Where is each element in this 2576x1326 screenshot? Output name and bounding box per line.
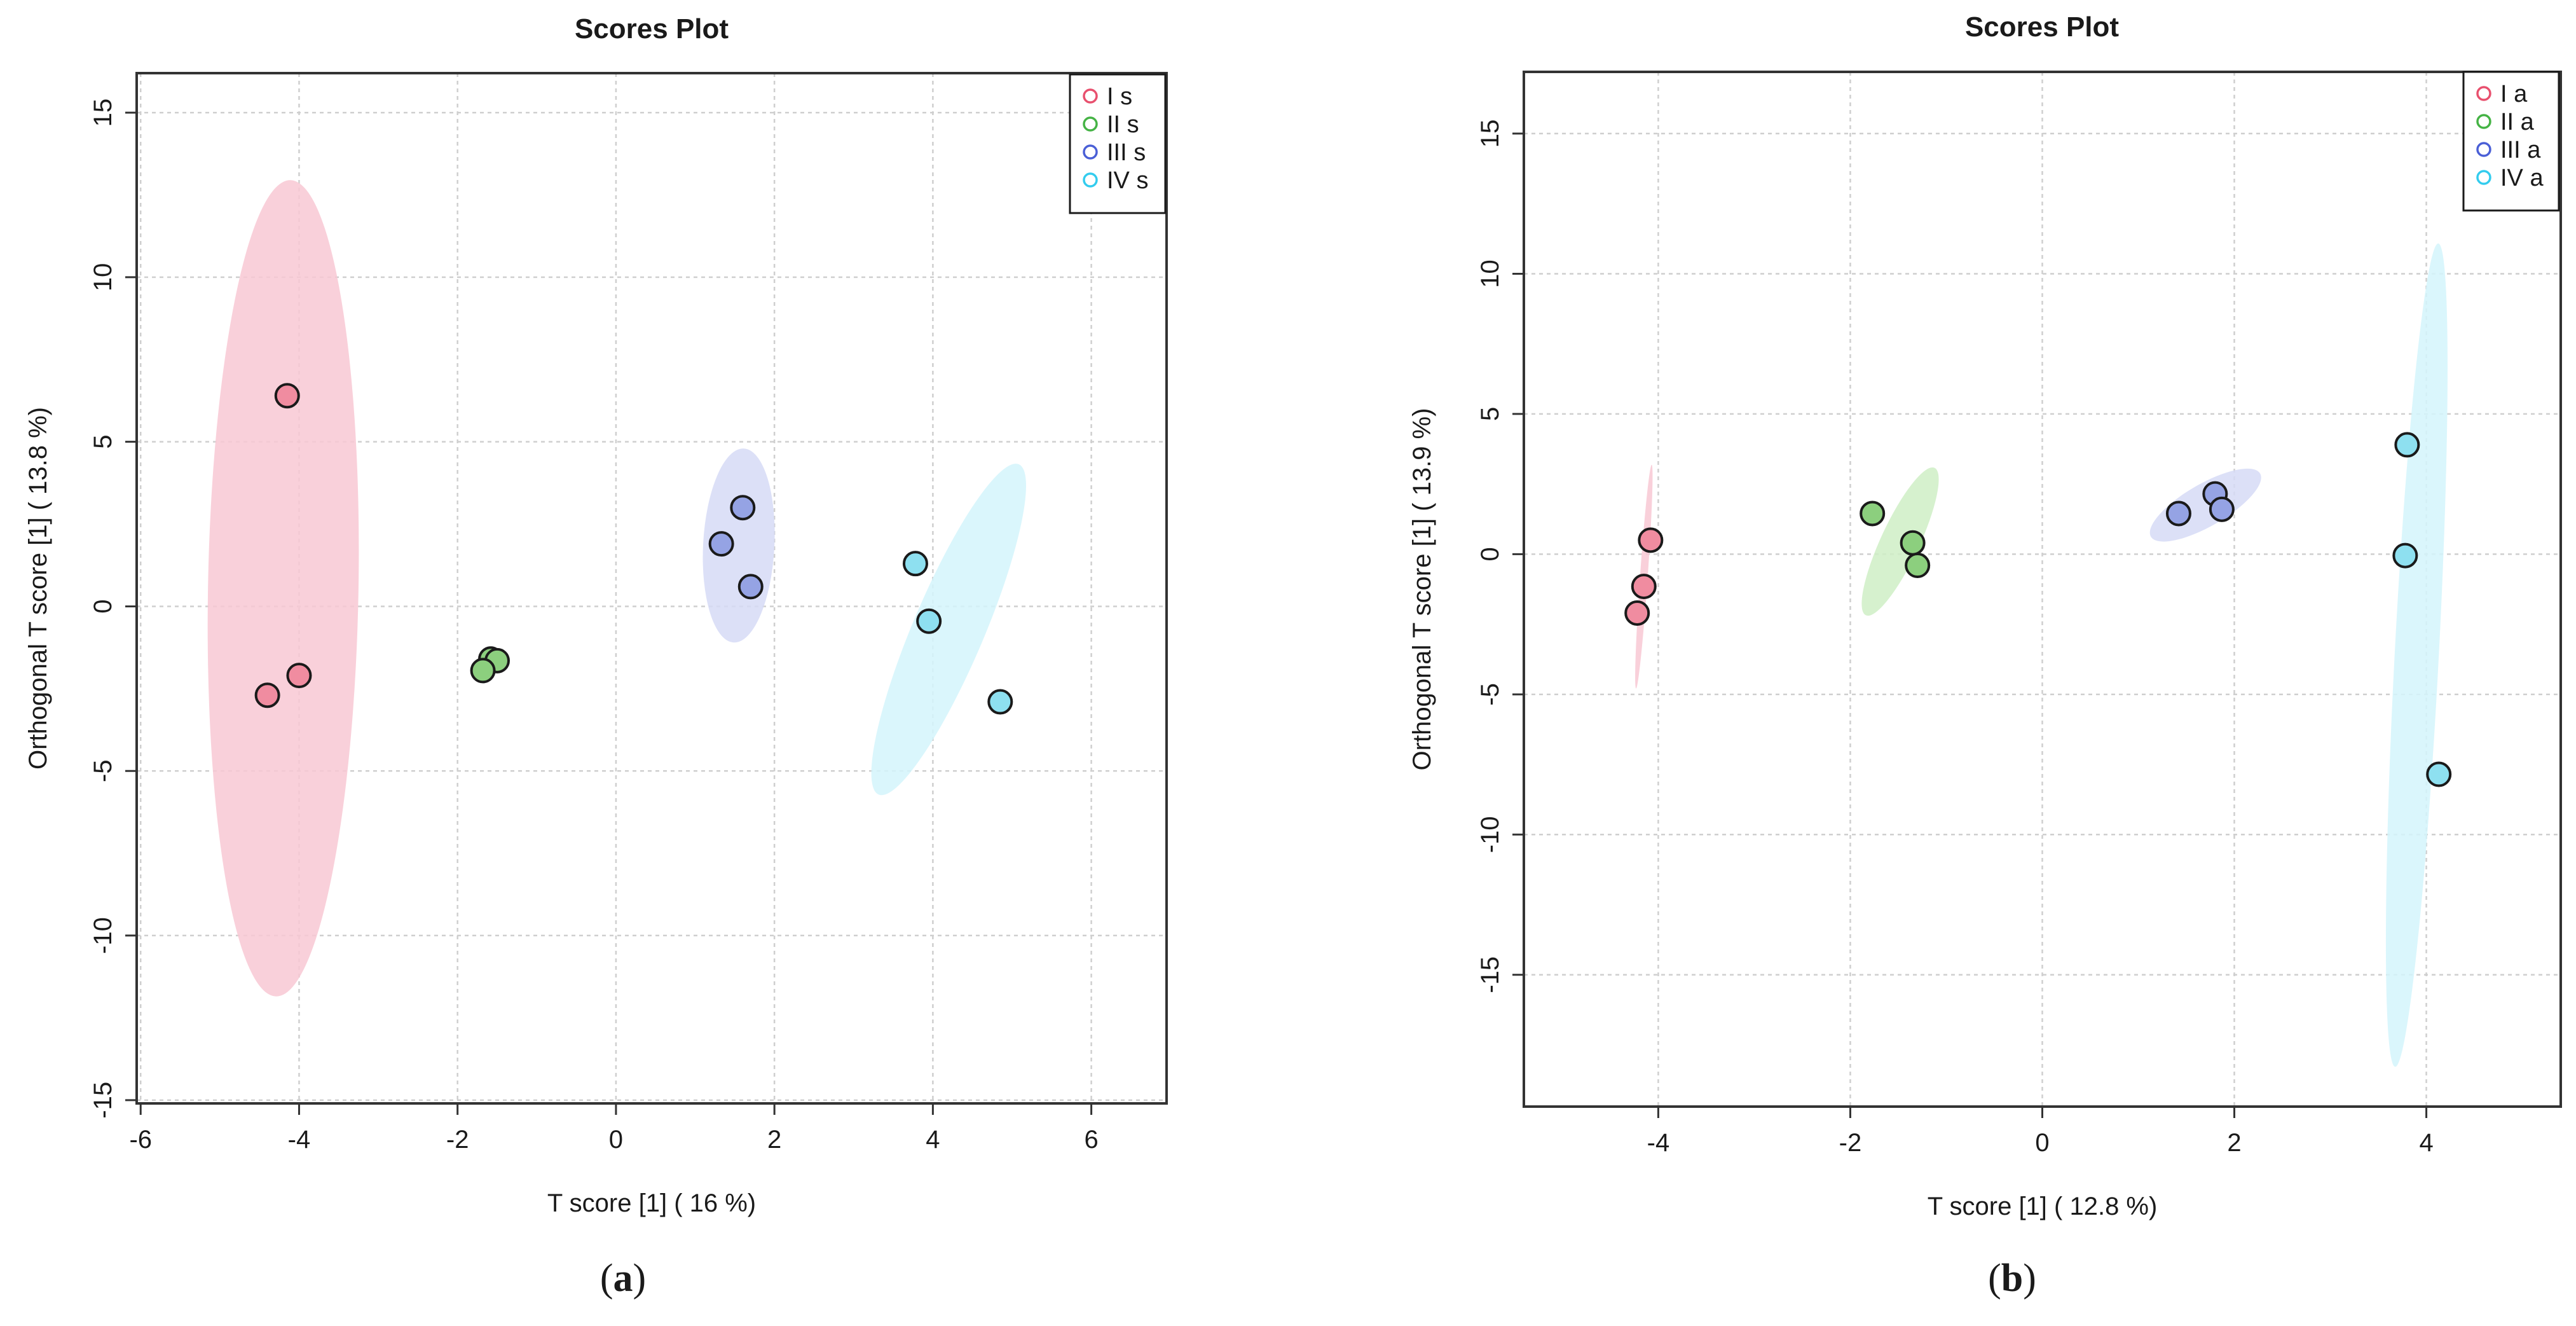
legend-entry: II a: [2500, 109, 2535, 135]
y-tick-label: -10: [89, 917, 117, 954]
y-tick-label: -15: [1476, 957, 1504, 993]
data-point: [2392, 542, 2418, 569]
panel-a: -6 -4 -2 0 2 4 6 -15 -10 -5 0 5 10 15 Scores Plot T sco…: [24, 13, 1168, 1300]
data-point: [254, 682, 280, 708]
data-point: [1860, 501, 1886, 527]
data-point: [2426, 761, 2452, 787]
x-axis-label: T score [1] ( 16 %): [547, 1189, 756, 1217]
y-tick-label: 5: [89, 435, 117, 449]
y-tick-label: -5: [1476, 683, 1504, 706]
legend-entry: III a: [2500, 137, 2541, 163]
panel-b: -4 -2 0 2 4 -15 -10 -5 0 5 10 15 Scores Plot T score …: [1408, 11, 2562, 1300]
x-tick-label: 0: [609, 1126, 623, 1154]
confidence-ellipses: [1635, 243, 2448, 1067]
y-tick-label: -10: [1476, 816, 1504, 853]
legend-marker: [1083, 88, 1098, 104]
confidence-ellipse: [2385, 243, 2448, 1067]
panel-label: (b): [1988, 1257, 2036, 1300]
data-point: [2394, 432, 2420, 458]
legend-entry: II s: [1107, 111, 1139, 138]
x-tick-label: 0: [2035, 1129, 2049, 1157]
legend-marker: [2476, 114, 2491, 129]
data-point: [987, 689, 1013, 715]
confidence-ellipse: [2149, 468, 2261, 542]
legend-entry: IV a: [2500, 165, 2544, 191]
data-point: [274, 383, 300, 409]
panel-label: (a): [600, 1257, 646, 1300]
y-tick-label: -5: [89, 759, 117, 782]
confidence-ellipses: [207, 180, 1027, 997]
data-point: [730, 495, 756, 521]
plot-frame: [135, 72, 1168, 1105]
data-point: [470, 658, 496, 684]
data-points: [1624, 432, 2452, 787]
chart-title: Scores Plot: [575, 13, 729, 45]
data-points: [254, 383, 1013, 715]
data-point: [902, 551, 928, 577]
y-tick-label: 10: [1476, 259, 1504, 288]
x-tick-label: -2: [446, 1126, 469, 1154]
legend-marker: [2476, 170, 2491, 185]
data-point: [1638, 527, 1664, 553]
y-tick-label: 10: [89, 263, 117, 292]
y-tick-label: 5: [1476, 407, 1504, 421]
x-tick-label: 6: [1084, 1126, 1098, 1154]
legend-entry: I a: [2500, 81, 2528, 107]
legend-marker: [1083, 172, 1098, 188]
data-point: [737, 574, 764, 600]
legend-box: [2462, 71, 2560, 212]
y-tick-label: 0: [89, 599, 117, 613]
y-axis-label: Orthogonal T score [1] ( 13.8 %): [24, 407, 52, 770]
data-point: [286, 663, 312, 689]
confidence-ellipse: [871, 464, 1027, 796]
data-point: [1905, 553, 1931, 579]
data-point: [2209, 496, 2235, 522]
x-axis-label: T score [1] ( 12.8 %): [1928, 1192, 2158, 1220]
legend-marker: [2476, 86, 2491, 101]
y-axis: -15 -10 -5 0 5 10 15: [89, 99, 137, 1119]
x-axis: -6 -4 -2 0 2 4 6: [129, 1103, 1099, 1154]
data-point: [916, 608, 942, 634]
x-tick-label: -4: [288, 1126, 311, 1154]
data-point: [1624, 600, 1650, 626]
legend-marker: [1083, 116, 1098, 132]
x-tick-label: -6: [129, 1126, 152, 1154]
y-tick-label: -15: [89, 1082, 117, 1119]
chart-title: Scores Plot: [1965, 11, 2119, 43]
y-tick-label: 15: [89, 99, 117, 127]
y-axis-label: Orthogonal T score [1] ( 13.9 %): [1408, 408, 1436, 771]
x-tick-label: 2: [2227, 1129, 2241, 1157]
confidence-ellipse: [207, 180, 359, 997]
y-axis: -15 -10 -5 0 5 10 15: [1476, 120, 1524, 993]
x-tick-label: 4: [2419, 1129, 2433, 1157]
data-point: [1900, 530, 1926, 556]
data-point: [2165, 501, 2191, 527]
legend-entry: III s: [1107, 139, 1146, 166]
y-tick-label: 0: [1476, 547, 1504, 561]
y-tick-label: 15: [1476, 120, 1504, 148]
data-point: [708, 531, 734, 557]
legend-marker: [2476, 142, 2491, 157]
x-axis: -4 -2 0 2 4: [1647, 1107, 2434, 1157]
data-point: [1631, 574, 1657, 600]
x-tick-label: -4: [1647, 1129, 1670, 1157]
legend-entry: IV s: [1107, 167, 1148, 194]
legend-marker: [1083, 144, 1098, 160]
x-tick-label: -2: [1839, 1129, 1862, 1157]
legend-box: [1069, 73, 1167, 214]
x-tick-label: 2: [767, 1126, 781, 1154]
legend-entry: I s: [1107, 83, 1132, 110]
x-tick-label: 4: [926, 1126, 940, 1154]
